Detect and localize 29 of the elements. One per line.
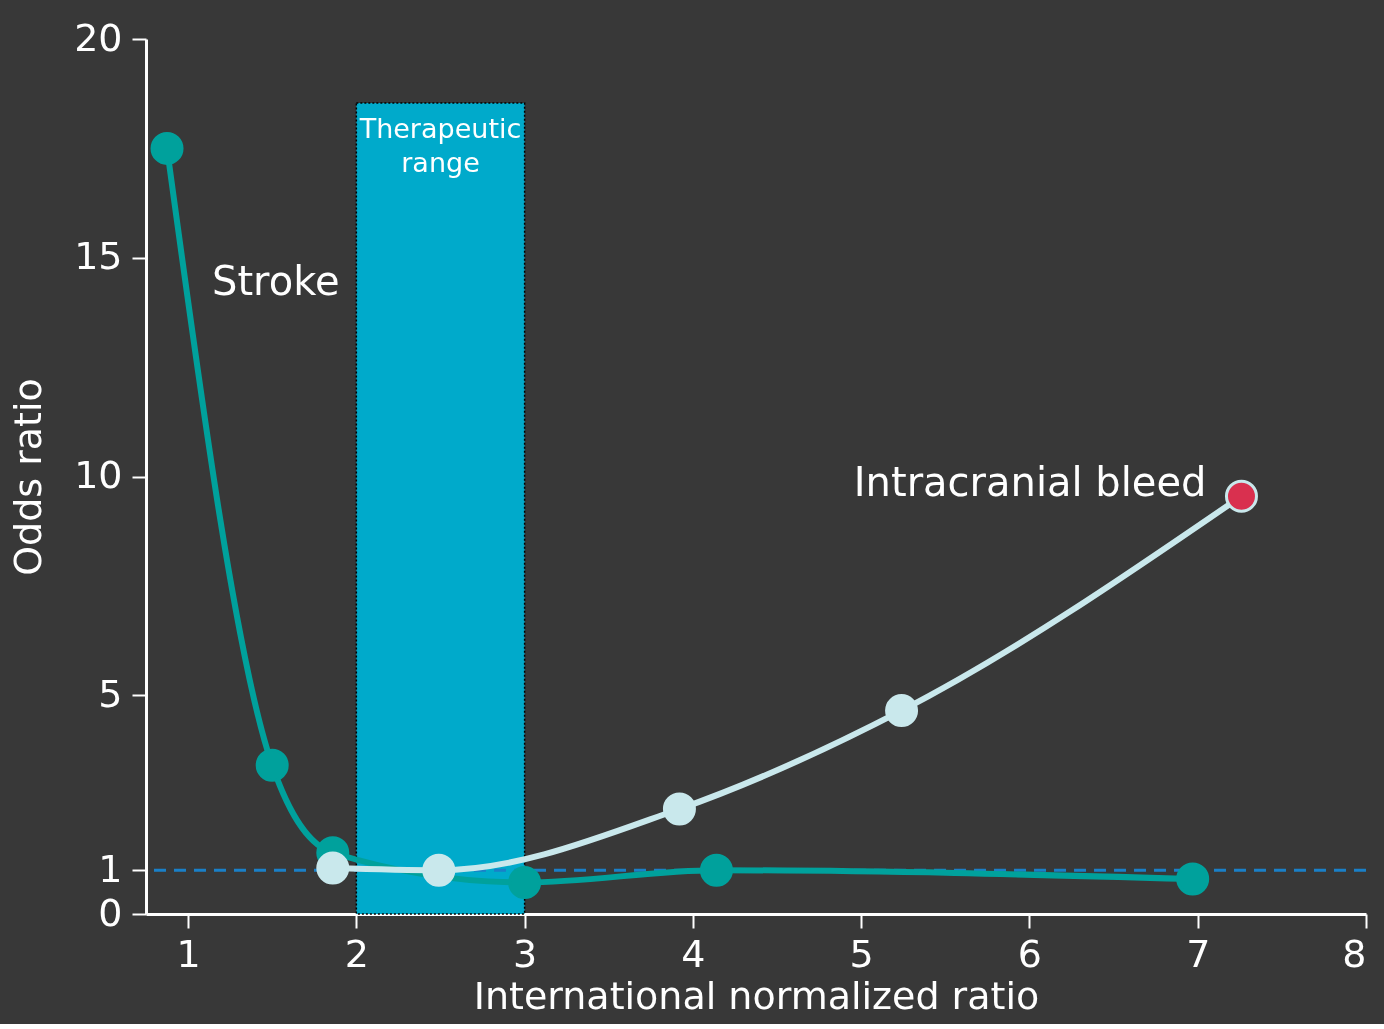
x-tick-label: 1: [176, 931, 201, 976]
y-tick-label: 15: [74, 234, 123, 279]
x-tick-label: 7: [1186, 931, 1211, 976]
y-tick-label: 20: [74, 15, 123, 60]
y-tick-label: 0: [98, 890, 123, 935]
x-tick-label: 6: [1017, 931, 1043, 976]
point: [422, 853, 456, 887]
x-axis-title: International normalized ratio: [473, 973, 1040, 1018]
y-tick-label: 10: [74, 453, 123, 497]
point: [885, 694, 919, 728]
point: [662, 792, 696, 826]
point: [255, 748, 289, 782]
y-axis-title: Odds ratio: [6, 378, 51, 576]
y-tick-label: 1: [98, 846, 123, 891]
point: [1224, 479, 1258, 513]
point: [150, 131, 184, 165]
point: [699, 853, 733, 887]
x-tick-label: 5: [849, 931, 874, 976]
y-tick-label: 5: [98, 671, 123, 716]
x-tick-label: 3: [513, 931, 538, 976]
band-label: Therapeutic range: [358, 113, 522, 178]
x-tick-label: 4: [681, 931, 706, 976]
x-tick-label: 2: [344, 931, 369, 976]
series-label: Stroke: [212, 258, 340, 305]
point: [508, 866, 542, 899]
point: [1176, 862, 1210, 896]
point: [316, 851, 350, 885]
series-label: Intracranial bleed: [853, 459, 1207, 506]
x-tick-label: 8: [1342, 931, 1367, 976]
